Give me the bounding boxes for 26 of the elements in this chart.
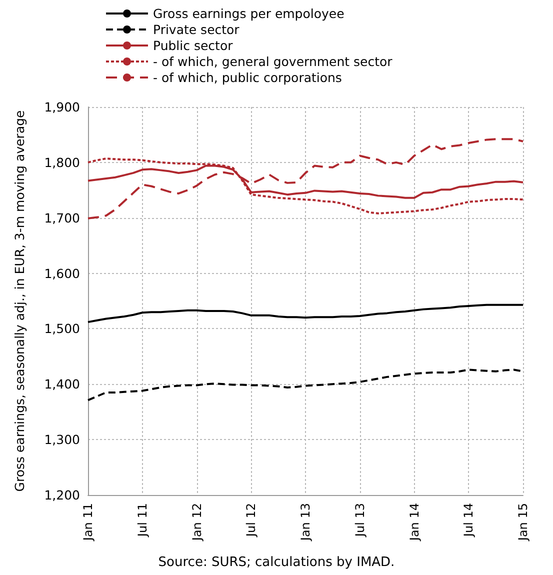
y-axis-title: Gross earnings, seasonally adj., in EUR, 3-m moving average: [12, 110, 27, 492]
y-tick-label: 1,500: [44, 321, 80, 336]
x-tick-label: Jan 12: [190, 503, 204, 542]
y-tick-label: 1,800: [44, 154, 80, 170]
y-tick-label: 1,700: [44, 210, 80, 226]
x-tick-label: Jan 13: [298, 503, 312, 542]
legend-label: - of which, general government sector: [153, 54, 394, 69]
x-tick-label: Jul 11: [135, 503, 150, 538]
y-tick-label: 1,900: [44, 100, 80, 114]
x-tick-label: Jan 15: [516, 503, 530, 542]
x-tick-label: Jul 14: [462, 503, 476, 538]
legend-label: Private sector: [153, 22, 240, 37]
y-tick-label: 1,200: [44, 488, 80, 502]
y-tick-label: 1,300: [44, 432, 80, 448]
y-tick-label: 1,400: [44, 376, 80, 392]
source-note: Source: SURS; calculations by IMAD.: [158, 555, 395, 570]
x-tick-label: Jan 11: [81, 503, 95, 542]
x-tick-label: Jul 12: [244, 503, 258, 538]
x-tick-label: Jul 13: [352, 503, 367, 538]
line-series: [87, 138, 524, 220]
x-tick-label: Jan 14: [407, 503, 422, 542]
y-tick-label: 1,600: [44, 266, 80, 281]
line-series: [87, 304, 524, 324]
legend-label: - of which, public corporations: [153, 70, 342, 85]
legend-label: Public sector: [153, 38, 234, 53]
legend-label: Gross earnings per empoloyee: [153, 6, 345, 21]
